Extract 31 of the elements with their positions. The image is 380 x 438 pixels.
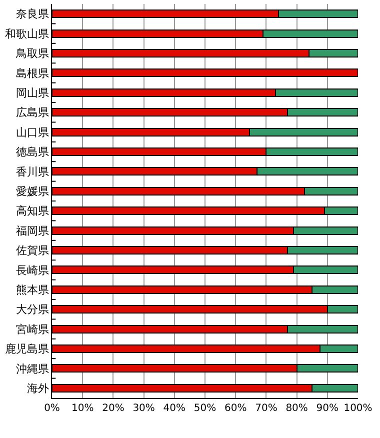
x-tick-label: 10% [71, 403, 94, 414]
y-tick-label: 和歌山県 [4, 27, 49, 40]
y-tick-label: 鳥取県 [14, 47, 49, 60]
y-tick-label: 佐賀県 [16, 244, 49, 258]
x-tick-label: 90% [316, 403, 339, 414]
y-tick-label: 山口県 [16, 126, 49, 139]
x-tick-label: 40% [163, 403, 186, 414]
y-tick-label: 岡山県 [16, 86, 49, 100]
x-tick-label: 80% [286, 403, 308, 414]
y-tick-label: 愛媛県 [16, 185, 49, 198]
x-tick-label: 30% [132, 403, 155, 414]
x-tick-label: 60% [224, 403, 247, 414]
y-tick-label: 海外 [26, 382, 49, 395]
y-tick-label: 長崎県 [16, 264, 49, 277]
y-tick-label: 宮崎県 [16, 322, 49, 336]
y-tick-label: 広島県 [16, 106, 49, 120]
x-tick-label: 0% [44, 403, 60, 414]
y-tick-label: 香川県 [16, 165, 49, 178]
y-tick-label: 徳島県 [16, 146, 49, 159]
y-tick-label: 沖縄県 [16, 362, 49, 376]
y-tick-label: 福岡県 [16, 224, 49, 238]
y-tick-label: 島根県 [16, 66, 49, 80]
x-tick-label: 70% [255, 403, 278, 414]
y-tick-label: 奈良県 [16, 8, 49, 21]
y-tick-label: 鹿児島県 [4, 342, 49, 356]
x-tick-label: 20% [102, 403, 124, 414]
y-tick-label: 大分県 [16, 303, 49, 316]
x-tick-label: 50% [194, 403, 216, 414]
y-tick-label: 熊本県 [16, 284, 49, 296]
x-tick-label: 100% [344, 403, 372, 414]
y-tick-label: 高知県 [16, 204, 49, 218]
